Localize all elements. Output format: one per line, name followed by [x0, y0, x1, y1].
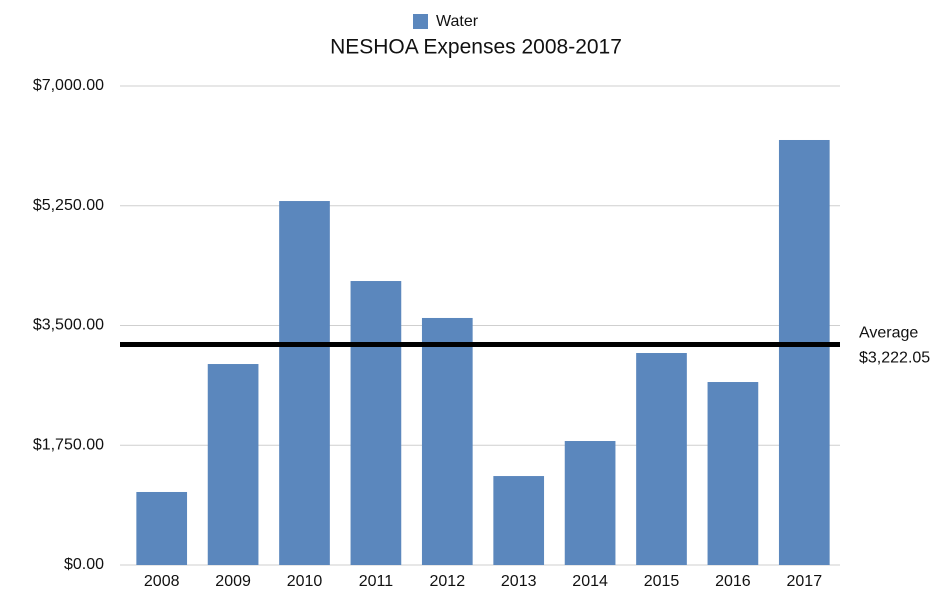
legend-label: Water: [436, 13, 479, 30]
x-tick-label: 2013: [501, 573, 537, 590]
y-tick-label: $0.00: [64, 556, 104, 573]
bar: [421, 317, 473, 565]
y-tick-label: $1,750.00: [33, 436, 104, 453]
bar: [636, 353, 687, 565]
bar: [564, 441, 616, 565]
x-tick-label: 2017: [787, 573, 823, 590]
y-tick-label: $3,500.00: [33, 317, 104, 334]
bar: [493, 476, 545, 565]
bar: [778, 139, 830, 565]
legend-swatch: [413, 14, 428, 29]
bar: [136, 491, 188, 565]
x-tick-label: 2016: [715, 573, 751, 590]
x-tick-label: 2008: [144, 573, 180, 590]
x-tick-label: 2014: [572, 573, 608, 590]
x-tick-label: 2015: [644, 573, 680, 590]
bar: [279, 201, 330, 565]
x-tick-label: 2011: [359, 573, 394, 590]
x-tick-label: 2012: [430, 573, 466, 590]
bar: [207, 364, 259, 565]
x-tick-label: 2010: [287, 573, 323, 590]
chart-title: NESHOA Expenses 2008-2017: [330, 36, 622, 59]
annotation-value: $3,222.05: [859, 350, 930, 367]
annotation-text: Average: [859, 325, 918, 342]
bar: [707, 382, 759, 565]
x-tick-label: 2009: [215, 573, 251, 590]
bar: [350, 281, 402, 565]
y-tick-label: $5,250.00: [33, 197, 104, 214]
y-tick-label: $7,000.00: [33, 77, 104, 94]
